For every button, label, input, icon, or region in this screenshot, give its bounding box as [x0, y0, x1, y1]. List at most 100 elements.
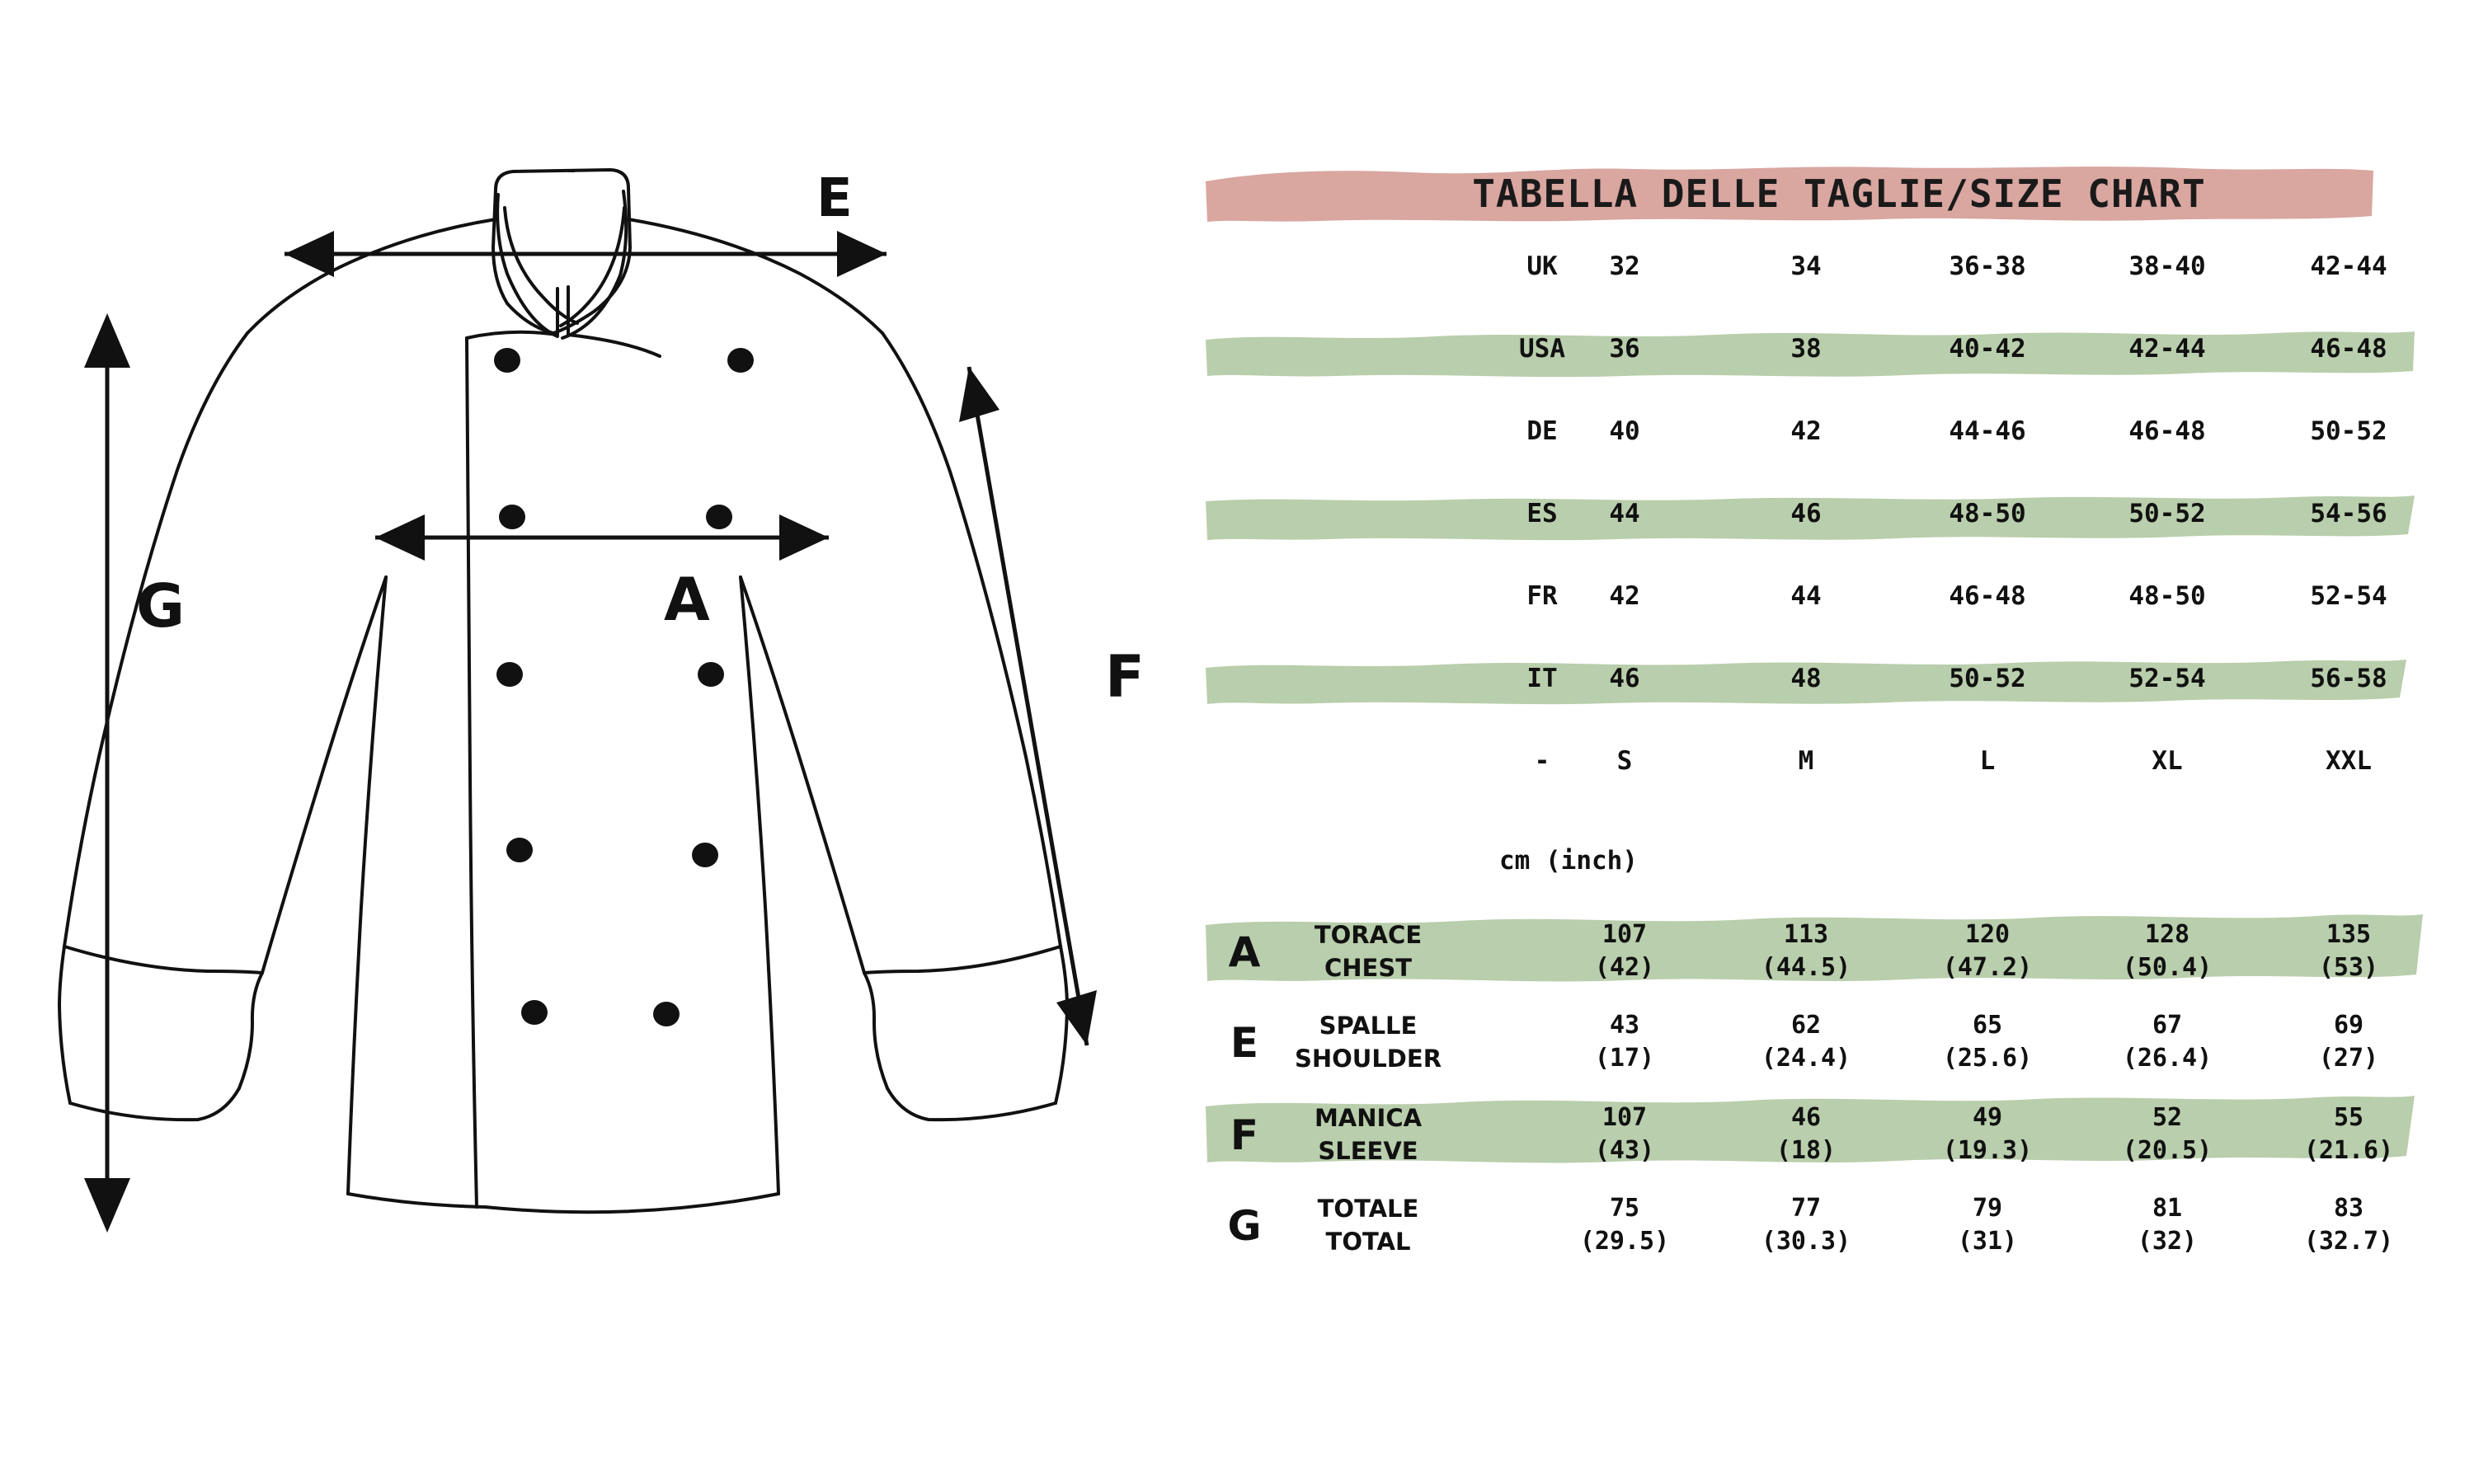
measurement-value-xl: 128 (50.4) [2122, 920, 2213, 982]
row-label: USA [1519, 334, 1565, 364]
cell-l: 44-46 [1949, 416, 2026, 446]
measurement-name-en: SHOULDER [1294, 1045, 1442, 1073]
arrowhead-bottom [1056, 990, 1097, 1045]
dimension-label-G: G [136, 571, 185, 641]
right-sleeve-outer-edge [881, 331, 1062, 948]
cell-l: 48-50 [1949, 499, 2026, 528]
left-cuff-side [238, 971, 264, 1090]
measurement-name: TOTALE TOTAL [1273, 1192, 1463, 1258]
left-cuff-outer [58, 945, 72, 1105]
arrowhead-bottom [84, 1178, 130, 1233]
cell-s: 44 [1609, 499, 1640, 528]
cell-s: 42 [1609, 581, 1640, 611]
dimension-label-F: F [1105, 643, 1145, 711]
right-cuff-bottom [886, 1087, 1057, 1122]
measurement-value-l: 79 (31) [1957, 1194, 2018, 1256]
measurement-value-s: 43 (17) [1594, 1011, 1655, 1073]
size-chart-panel: TABELLA DELLE TAGLIE/SIZE CHART UK 32 34… [1204, 0, 2474, 1484]
dimension-arrow-G [84, 313, 130, 1233]
cell-l: 46-48 [1949, 581, 2026, 611]
button [698, 662, 724, 687]
dimension-arrow-F [959, 366, 1097, 1046]
measurement-row-chest: A TORACE CHEST 107 (42) 113 (44.5) 120 (47.… [1204, 913, 2474, 988]
measurement-row-shoulder: E SPALLE SHOULDER 43 (17) 62 (24.4) 65 (25.… [1204, 1004, 2474, 1078]
table-row-es: ES 44 46 48-50 50-52 54-56 [1204, 495, 2474, 533]
cell-xxl: XXL [2326, 746, 2372, 776]
button [506, 838, 533, 862]
page-title: TABELLA DELLE TAGLIE/SIZE CHART [1472, 171, 2206, 216]
measurement-value-s: 75 (29.5) [1579, 1194, 1670, 1256]
left-shoulder-seam [246, 218, 497, 335]
cell-xl: 52-54 [2128, 664, 2206, 693]
cell-xl: 42-44 [2128, 334, 2206, 364]
row-highlight-es [1204, 493, 2416, 544]
measurement-value-xxl: 55 (21.6) [2303, 1103, 2394, 1165]
cell-xl: 46-48 [2128, 416, 2206, 446]
measurement-value-xl: 81 (32) [2137, 1194, 2198, 1256]
dimension-arrow-A [375, 514, 829, 561]
cell-xl: 38-40 [2128, 251, 2206, 281]
collar-inner-right-fold [559, 206, 626, 327]
cell-m: 46 [1790, 499, 1822, 528]
right-cuff-top-seam [863, 945, 1062, 974]
measurement-value-xxl: 69 (27) [2318, 1011, 2379, 1073]
cell-s: 36 [1609, 334, 1640, 364]
cell-xxl: 54-56 [2310, 499, 2387, 528]
button [653, 1002, 680, 1026]
body-left-side-seam [346, 575, 388, 1195]
front-placket-edge [465, 336, 478, 1209]
cell-s: 32 [1609, 251, 1640, 281]
hem-right [483, 1192, 780, 1214]
dimension-label-A: A [664, 565, 710, 634]
measurement-row-sleeve: F MANICA SLEEVE 107 (43) 46 (18) 49 (19.3) … [1204, 1097, 2474, 1171]
row-highlight-sleeve [1204, 1093, 2416, 1169]
row-label: FR [1526, 581, 1558, 611]
measurement-letter: A [1228, 928, 1261, 976]
cell-xxl: 52-54 [2310, 581, 2387, 611]
front-neckline-left [465, 330, 559, 340]
collar-left-edge [496, 193, 559, 338]
row-label: ES [1526, 499, 1558, 528]
cell-s: 46 [1609, 664, 1640, 693]
cell-xxl: 46-48 [2310, 334, 2387, 364]
cell-xxl: 42-44 [2310, 251, 2387, 281]
measurement-value-s: 107 (43) [1594, 1103, 1655, 1165]
button [494, 348, 520, 373]
measurement-value-l: 49 (19.3) [1942, 1103, 2033, 1165]
table-row-size-letters: - S M L XL XXL [1204, 742, 2474, 780]
measurement-name-en: CHEST [1324, 954, 1413, 982]
row-label: UK [1526, 251, 1558, 281]
table-row-usa: USA 36 38 40-42 42-44 46-48 [1204, 330, 2474, 368]
cell-l: 36-38 [1949, 251, 2026, 281]
button [496, 662, 523, 687]
measurement-value-xl: 52 (20.5) [2122, 1103, 2213, 1165]
measurement-value-l: 65 (25.6) [1942, 1011, 2033, 1073]
measurement-name-it: MANICA [1314, 1104, 1423, 1132]
measurement-name: TORACE CHEST [1273, 918, 1463, 984]
left-sleeve-outer-edge [63, 331, 249, 948]
measurement-name: SPALLE SHOULDER [1273, 1009, 1463, 1075]
cell-m: 42 [1790, 416, 1822, 446]
cell-xl: XL [2152, 746, 2183, 776]
measurement-letter: E [1230, 1019, 1259, 1067]
right-shoulder-seam [627, 218, 884, 335]
row-highlight-chest [1204, 910, 2425, 986]
measurement-letter: G [1227, 1202, 1262, 1250]
arrowhead-left [285, 231, 334, 277]
button [521, 1000, 548, 1025]
collar-right-edge [561, 190, 628, 340]
button [692, 843, 718, 867]
measurement-name-it: SPALLE [1319, 1012, 1418, 1040]
cell-m: 34 [1790, 251, 1822, 281]
table-row-uk: UK 32 34 36-38 38-40 42-44 [1204, 247, 2474, 285]
measurement-letter: F [1230, 1111, 1259, 1159]
measurement-value-xxl: 83 (32.7) [2303, 1194, 2394, 1256]
measurement-row-total: G TOTALE TOTAL 75 (29.5) 77 (30.3) 79 (31) … [1204, 1187, 2474, 1261]
left-cuff-top-seam [63, 945, 264, 974]
cell-m: 44 [1790, 581, 1822, 611]
right-cuff-side [863, 971, 889, 1090]
table-row-de: DE 40 42 44-46 46-48 50-52 [1204, 412, 2474, 450]
unit-note: cm (inch) [1499, 846, 1638, 876]
cell-xxl: 56-58 [2310, 664, 2387, 693]
